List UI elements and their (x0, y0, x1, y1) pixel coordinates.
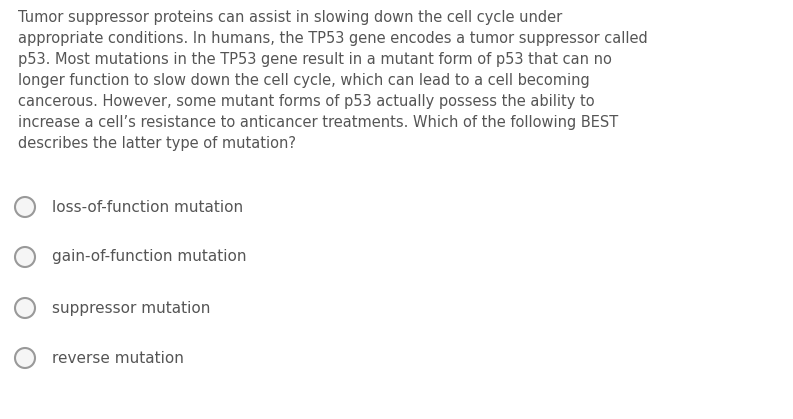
Text: reverse mutation: reverse mutation (52, 351, 184, 365)
Ellipse shape (15, 348, 35, 368)
Ellipse shape (15, 247, 35, 267)
Ellipse shape (15, 197, 35, 217)
Text: gain-of-function mutation: gain-of-function mutation (52, 249, 247, 264)
Text: Tumor suppressor proteins can assist in slowing down the cell cycle under
approp: Tumor suppressor proteins can assist in … (18, 10, 648, 151)
Text: suppressor mutation: suppressor mutation (52, 300, 210, 316)
Text: loss-of-function mutation: loss-of-function mutation (52, 199, 243, 215)
Ellipse shape (15, 298, 35, 318)
